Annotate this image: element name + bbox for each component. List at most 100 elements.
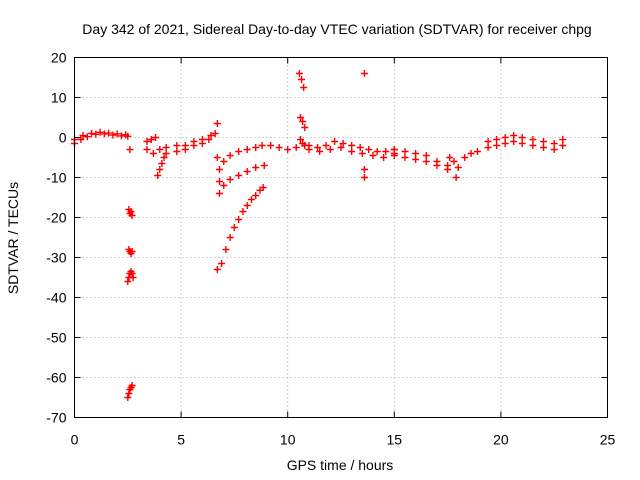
series-arc-e — [124, 268, 137, 285]
series-arc-ac — [484, 132, 567, 147]
series-arc-x — [360, 166, 368, 181]
data-point — [550, 140, 558, 147]
data-point — [213, 266, 221, 273]
data-point — [235, 216, 243, 223]
data-point — [152, 134, 160, 141]
data-point — [109, 131, 117, 139]
data-point — [390, 150, 398, 157]
data-point — [77, 136, 85, 143]
data-point — [127, 208, 135, 215]
data-point — [88, 130, 96, 137]
data-point — [173, 142, 181, 149]
data-point — [292, 144, 300, 151]
y-tick-label: -30 — [46, 250, 66, 266]
data-point — [128, 270, 136, 277]
data-point — [125, 390, 133, 397]
data-point — [226, 234, 234, 241]
x-tick-label: 20 — [493, 432, 509, 448]
data-point — [252, 144, 260, 151]
data-point — [450, 158, 458, 165]
series-arc-c — [125, 206, 136, 219]
data-point — [252, 164, 260, 171]
data-point — [529, 136, 537, 143]
data-point — [454, 164, 462, 171]
y-tick-label: -20 — [46, 210, 66, 226]
data-point — [461, 154, 469, 161]
x-tick-label: 25 — [600, 432, 616, 448]
series-arc-ad — [484, 138, 567, 153]
data-points — [71, 70, 567, 401]
data-point — [160, 154, 168, 161]
data-point — [220, 182, 228, 189]
data-point — [267, 142, 275, 149]
data-point — [510, 132, 518, 139]
plot-frame — [74, 57, 608, 418]
data-point — [412, 156, 420, 163]
data-point — [154, 172, 162, 179]
data-point — [149, 150, 157, 157]
series-arc-l — [213, 120, 221, 127]
x-tick-label: 10 — [280, 432, 296, 448]
data-point — [358, 150, 366, 157]
series-arc-r — [295, 70, 308, 91]
data-point — [96, 128, 104, 136]
series-arc-h — [143, 144, 170, 157]
data-point — [401, 154, 409, 161]
data-point — [128, 212, 136, 219]
data-point — [501, 134, 509, 141]
data-point — [128, 248, 136, 255]
data-point — [360, 174, 368, 181]
series-arc-b — [71, 128, 134, 153]
data-point — [275, 144, 283, 151]
data-point — [518, 134, 526, 141]
data-point — [207, 132, 215, 139]
y-tick-label: 20 — [51, 50, 67, 66]
data-point — [348, 142, 356, 149]
data-point — [295, 70, 303, 77]
data-point — [243, 168, 251, 175]
series-arc-k — [173, 136, 213, 155]
series-arc-i — [154, 150, 170, 179]
grid — [74, 57, 608, 418]
data-point — [218, 260, 226, 267]
chart-title: Day 342 of 2021, Sidereal Day-to-day VTE… — [82, 21, 591, 37]
data-point — [559, 136, 567, 143]
data-point — [258, 142, 266, 149]
series-arc-n — [215, 142, 266, 173]
y-tick-label: 0 — [59, 130, 67, 146]
data-point — [226, 152, 234, 159]
data-point — [365, 146, 373, 153]
data-point — [122, 131, 130, 139]
data-point — [348, 148, 356, 155]
data-point — [467, 150, 475, 157]
data-point — [243, 202, 251, 209]
data-point — [518, 140, 526, 147]
data-point — [301, 124, 309, 131]
data-point — [316, 148, 324, 155]
data-point — [412, 150, 420, 157]
data-point — [299, 118, 307, 125]
data-point — [529, 142, 537, 149]
data-point — [190, 142, 198, 149]
data-point — [156, 166, 164, 173]
data-point — [181, 146, 189, 153]
data-point — [339, 140, 347, 147]
y-axis-label: SDTVAR / TECUs — [5, 182, 21, 294]
y-tick-label: -50 — [46, 330, 66, 346]
data-point — [126, 146, 134, 153]
data-point — [380, 154, 388, 161]
data-point — [382, 148, 390, 155]
data-point — [143, 138, 151, 145]
data-point — [446, 154, 454, 161]
data-point — [493, 136, 501, 143]
data-point — [124, 278, 132, 285]
data-point — [369, 152, 377, 159]
data-point — [215, 166, 223, 173]
data-point — [322, 142, 330, 149]
x-tick-label: 15 — [387, 432, 403, 448]
data-point — [205, 136, 213, 143]
data-point — [215, 178, 223, 185]
series-arc-ab — [461, 148, 481, 161]
data-point — [284, 146, 292, 153]
data-point — [220, 158, 228, 165]
